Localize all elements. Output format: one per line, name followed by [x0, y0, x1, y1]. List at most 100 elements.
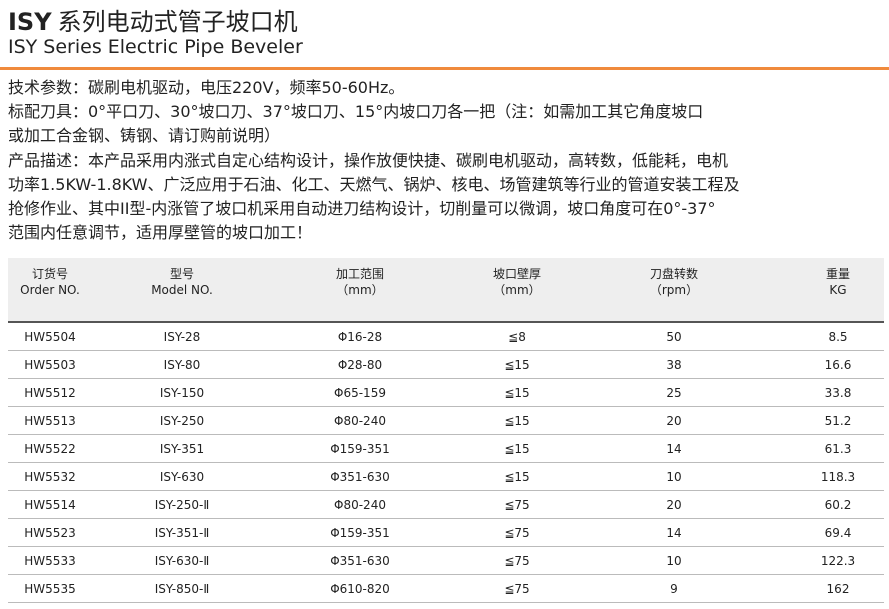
table-cell: ≦15 [504, 358, 530, 372]
table-row: HW5514 ISY-250-Ⅱ Φ80-240 ≦75 20 60.2 [8, 491, 884, 519]
table-cell: 61.3 [824, 442, 852, 456]
table-cell: ≦15 [504, 442, 530, 456]
table-cell: ISY-351-Ⅱ [154, 526, 210, 540]
table-row: HW5512 ISY-150 Φ65-159 ≦15 25 33.8 [8, 379, 884, 407]
header-zh: 型号 [169, 267, 194, 281]
table-cell: ISY-80 [163, 358, 201, 372]
table-cell: 16.6 [824, 358, 852, 372]
table-cell: ≦8 [508, 330, 526, 344]
description-line: 产品描述：本产品采用内涨式自定心结构设计，操作放便快捷、碳刷电机驱动，高转数，低… [8, 150, 729, 170]
table-cell: HW5503 [24, 358, 76, 372]
description: 技术参数：碳刷电机驱动，电压220V，频率50-60Hz。标配刀具：0°平口刀、… [8, 76, 740, 245]
header-cell: 坡口壁厚 （mm） [447, 266, 587, 298]
table-cell: ISY-630 [159, 470, 205, 484]
table-cell: HW5522 [24, 442, 76, 456]
table-cell: 9 [670, 582, 678, 596]
header-en: （rpm） [649, 283, 699, 297]
table-row: HW5503 ISY-80 Φ28-80 ≦15 38 16.6 [8, 351, 884, 379]
table-cell: 69.4 [824, 526, 852, 540]
table-cell: 14 [666, 442, 682, 456]
title-text: 系列电动式管子坡口机 [57, 8, 298, 36]
header-zh: 加工范围 [335, 267, 384, 281]
table-cell: 60.2 [824, 498, 852, 512]
table-cell: 14 [666, 526, 682, 540]
table-cell: 118.3 [820, 470, 856, 484]
table-row: HW5523 ISY-351-Ⅱ Φ159-351 ≦75 14 69.4 [8, 519, 884, 547]
table-cell: ISY-351 [159, 442, 205, 456]
table-row: HW5513 ISY-250 Φ80-240 ≦15 20 51.2 [8, 407, 884, 435]
header-cell: 型号 Model NO. [112, 266, 252, 298]
header-zh: 订货号 [31, 267, 68, 281]
table-cell: ISY-250 [159, 414, 205, 428]
table-cell: 25 [666, 386, 682, 400]
header-zh: 重量 [825, 267, 850, 281]
title: ISY 系列电动式管子坡口机 [8, 2, 298, 37]
table-cell: Φ28-80 [337, 358, 383, 372]
table-cell: HW5504 [24, 330, 76, 344]
table-cell: ≦75 [504, 526, 530, 540]
table-cell: ISY-28 [163, 330, 201, 344]
table-cell: Φ351-630 [330, 470, 390, 484]
header-en: KG [829, 283, 847, 297]
header-en: Order NO. [20, 283, 80, 297]
table-cell: Φ80-240 [334, 498, 386, 512]
table-cell: HW5533 [24, 554, 76, 568]
divider [0, 67, 889, 70]
header-en: Model NO. [151, 283, 213, 297]
table-cell: ≦15 [504, 386, 530, 400]
subtitle: ISY Series Electric Pipe Beveler [8, 36, 303, 58]
table-cell: ≦75 [504, 582, 530, 596]
table-cell: 20 [666, 498, 682, 512]
table-row: HW5532 ISY-630 Φ351-630 ≦15 10 118.3 [8, 463, 884, 491]
table-cell: 8.5 [828, 330, 848, 344]
table-cell: HW5523 [24, 526, 76, 540]
table-cell: ≦75 [504, 554, 530, 568]
header-zh: 坡口壁厚 [492, 267, 541, 281]
table-cell: ISY-850-Ⅱ [154, 582, 210, 596]
table-cell: ISY-630-Ⅱ [154, 554, 210, 568]
table-cell: 162 [826, 582, 850, 596]
table-cell: 10 [666, 470, 682, 484]
header-zh: 刀盘转数 [649, 267, 698, 281]
table-row: HW5504 ISY-28 Φ16-28 ≦8 50 8.5 [8, 323, 884, 351]
table-cell: 50 [666, 330, 682, 344]
table-cell: Φ80-240 [334, 414, 386, 428]
title-code: ISY [8, 8, 52, 36]
table-cell: ISY-150 [159, 386, 205, 400]
table-cell: 122.3 [820, 554, 856, 568]
description-line: 技术参数：碳刷电机驱动，电压220V，频率50-60Hz。 [8, 78, 405, 97]
table-cell: HW5514 [24, 498, 76, 512]
table-cell: 51.2 [824, 414, 852, 428]
table-header: 订货号 Order NO. 型号 Model NO. 加工范围 （mm） 坡口壁厚 （mm） 刀… [8, 258, 884, 323]
table-cell: ISY-250-Ⅱ [154, 498, 210, 512]
table-cell: Φ65-159 [334, 386, 386, 400]
table-cell: HW5513 [24, 414, 76, 428]
description-line: 标配刀具：0°平口刀、30°坡口刀、37°坡口刀、15°内坡口刀各一把（注：如需… [8, 102, 704, 122]
table-cell: HW5532 [24, 470, 76, 484]
table-cell: 10 [666, 554, 682, 568]
table-cell: 20 [666, 414, 682, 428]
table-row: HW5522 ISY-351 Φ159-351 ≦15 14 61.3 [8, 435, 884, 463]
table-cell: Φ159-351 [330, 442, 390, 456]
table-cell: ≦15 [504, 414, 530, 428]
table-row: HW5535 ISY-850-Ⅱ Φ610-820 ≦75 9 162 [8, 575, 884, 603]
header-en: （mm） [493, 283, 541, 297]
table-cell: 33.8 [824, 386, 852, 400]
table-cell: ≦75 [504, 498, 530, 512]
header-cell: 加工范围 （mm） [290, 266, 430, 298]
table-cell: Φ16-28 [337, 330, 383, 344]
header-en: （mm） [336, 283, 384, 297]
header-cell: 刀盘转数 （rpm） [604, 266, 744, 298]
description-line: 或加工合金钢、铸钢、请订购前说明） [8, 126, 281, 146]
header-cell: 重量 KG [768, 266, 889, 298]
table-cell: Φ351-630 [330, 554, 390, 568]
table-cell: HW5535 [24, 582, 76, 596]
table-cell: HW5512 [24, 386, 76, 400]
header-cell: 订货号 Order NO. [0, 266, 120, 298]
description-line: 抢修作业、其中II型-内涨管了坡口机采用自动进刀结构设计，切削量可以微调，坡口角… [8, 199, 716, 219]
description-line: 范围内任意调节，适用厚壁管的坡口加工！ [8, 223, 313, 243]
description-line: 功率1.5KW-1.8KW、广泛应用于石油、化工、天燃气、锅炉、核电、场管建筑等… [8, 174, 740, 194]
table-row: HW5533 ISY-630-Ⅱ Φ351-630 ≦75 10 122.3 [8, 547, 884, 575]
table-cell: Φ610-820 [330, 582, 390, 596]
